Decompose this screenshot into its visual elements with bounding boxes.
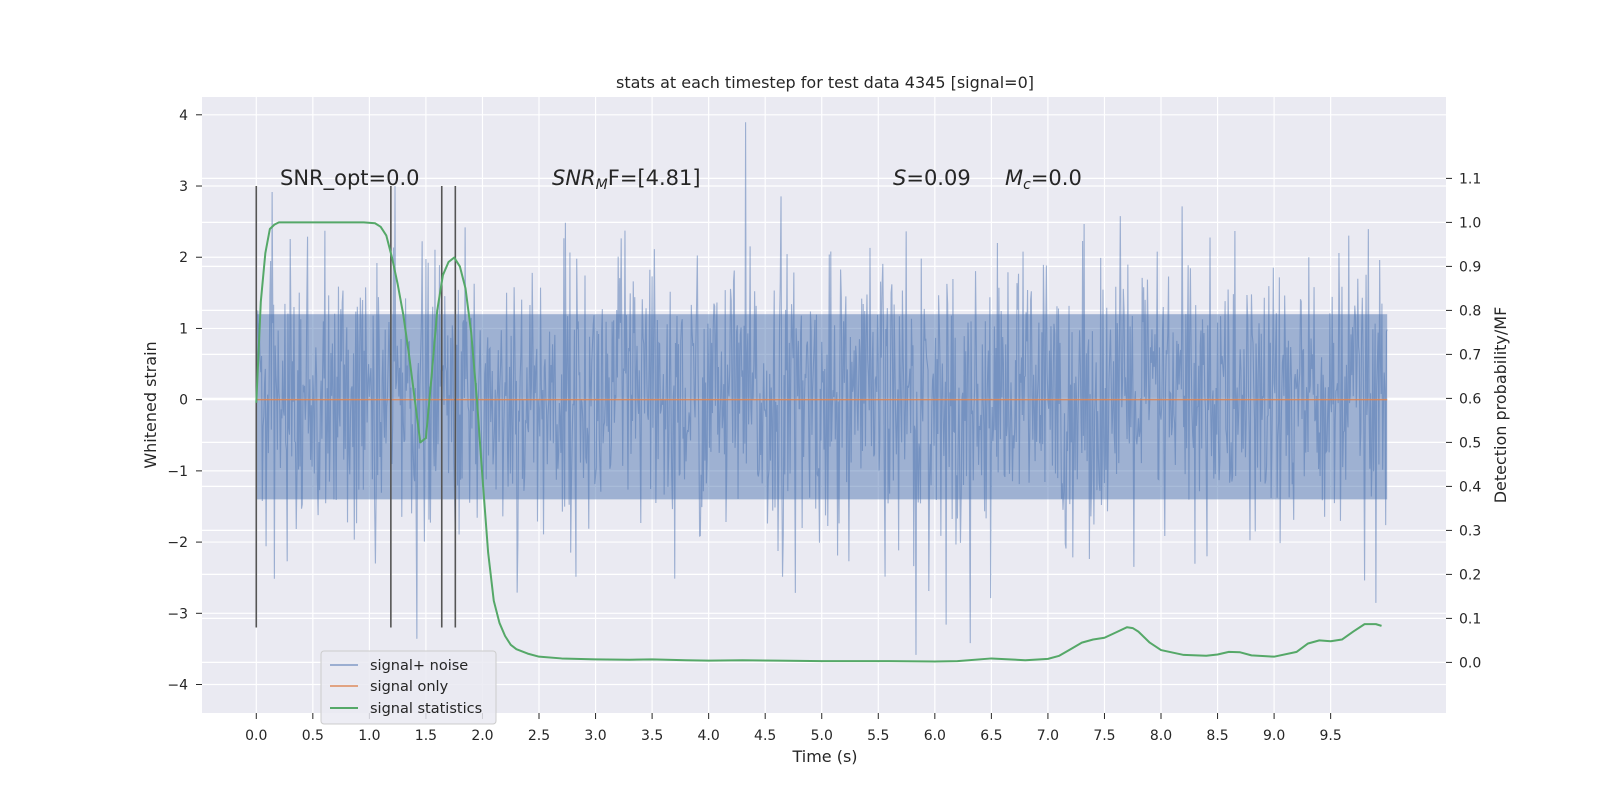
x-tick-label: 3.0 <box>584 728 606 744</box>
x-tick-label: 7.5 <box>1093 728 1115 744</box>
signal-statistics-line <box>255 221 1382 663</box>
y-tick-label: 3 <box>179 179 188 195</box>
annotation-mc-rest: =0.0 <box>1031 166 1082 190</box>
signal-noise-line <box>255 122 1388 655</box>
grid <box>202 97 1446 713</box>
chart-title: stats at each timestep for test data 434… <box>616 73 1034 92</box>
x-tick-label: 4.5 <box>754 728 776 744</box>
y-tick-label: 1 <box>179 321 188 337</box>
y2-tick-label: 1.0 <box>1459 215 1481 231</box>
legend: signal+ noise signal only signal statist… <box>320 650 497 725</box>
legend-label-signal-only: signal only <box>370 679 449 695</box>
x-tick-label: 0.0 <box>245 728 267 744</box>
y-tick-label: −1 <box>167 464 188 480</box>
series-signal-statistics <box>255 221 1382 663</box>
x-tick-label: 2.0 <box>471 728 493 744</box>
x-tick-label: 8.0 <box>1150 728 1172 744</box>
y2-tick-label: 0.8 <box>1459 303 1481 319</box>
y-tick-label: −4 <box>167 678 188 694</box>
x-tick-label: 5.0 <box>811 728 833 744</box>
x-tick-label: 4.0 <box>698 728 720 744</box>
x-axis-title: Time (s) <box>791 747 857 766</box>
y-tick-label: −3 <box>167 606 188 622</box>
y2-tick-label: 0.4 <box>1459 479 1481 495</box>
annotation-snr-mf: SNRMF=[4.81] <box>552 166 701 193</box>
x-tick-label: 6.0 <box>924 728 946 744</box>
annotation-mc: Mc=0.0 <box>1005 166 1082 193</box>
x-tick-label: 9.0 <box>1263 728 1285 744</box>
y2-tick-label: 0.5 <box>1459 435 1481 451</box>
annotation-mc-var: M <box>1005 166 1023 190</box>
annotation-snr-mf-base: SNR <box>552 166 596 190</box>
x-tick-label: 1.5 <box>415 728 437 744</box>
x-tick-label: 3.5 <box>641 728 663 744</box>
legend-label-signal-noise: signal+ noise <box>370 658 468 674</box>
annotation-s-var: S <box>893 166 906 190</box>
x-tick-label: 8.5 <box>1206 728 1228 744</box>
x-tick-label: 7.0 <box>1037 728 1059 744</box>
annotation-snr-mf-sub: M <box>596 177 608 193</box>
y2-tick-label: 0.3 <box>1459 523 1481 539</box>
y-tick-label: 0 <box>179 393 188 409</box>
y2-tick-label: 0.2 <box>1459 567 1481 583</box>
y-tick-label: 4 <box>179 108 188 124</box>
y2-tick-label: 0.6 <box>1459 391 1481 407</box>
series-signal-noise <box>255 122 1388 655</box>
y2-tick-label: 1.1 <box>1459 171 1481 187</box>
y2-tick-label: 0.1 <box>1459 611 1481 627</box>
signal-noise-band <box>256 314 1388 500</box>
y2-axis-title: Detection probability/MF <box>1491 307 1510 504</box>
x-tick-label: 0.5 <box>302 728 324 744</box>
x-tick-label: 9.5 <box>1320 728 1342 744</box>
annotation-s-rest: =0.09 <box>906 166 970 190</box>
y2-tick-label: 0.0 <box>1459 655 1481 671</box>
axis-ticks: 0.0 0.5 1.0 1.5 2.0 2.5 3.0 3.5 4.0 4.5 5.0 5.5 6.0 6… <box>167 108 1481 744</box>
x-tick-label: 6.5 <box>980 728 1002 744</box>
x-tick-label: 1.0 <box>358 728 380 744</box>
legend-label-signal-statistics: signal statistics <box>370 701 482 717</box>
x-tick-label: 5.5 <box>867 728 889 744</box>
annotation-snr-opt: SNR_opt=0.0 <box>280 166 420 191</box>
y-tick-label: −2 <box>167 535 188 551</box>
annotation-snr-mf-rest: F=[4.81] <box>608 166 701 190</box>
y2-tick-label: 0.9 <box>1459 259 1481 275</box>
annotation-mc-sub: c <box>1023 177 1031 193</box>
y-tick-label: 2 <box>179 250 188 266</box>
annotation-s: S=0.09 <box>893 166 971 190</box>
x-tick-label: 2.5 <box>528 728 550 744</box>
y-axis-title: Whitened strain <box>141 341 160 468</box>
legend-box <box>320 650 497 725</box>
y2-tick-label: 0.7 <box>1459 347 1481 363</box>
vertical-markers <box>255 186 457 628</box>
